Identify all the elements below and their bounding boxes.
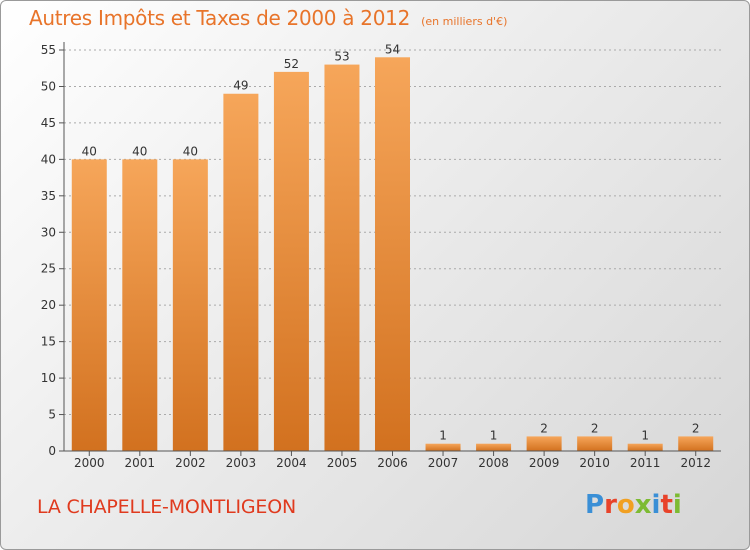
bars: 40 40 40 49 52 53 54 1 1 2 2 1 2 — [71, 42, 714, 452]
y-tick-label: 5 — [48, 408, 56, 422]
bar-2008 — [476, 443, 512, 451]
bar-2001 — [122, 159, 158, 451]
y-tick-label: 30 — [41, 225, 56, 239]
y-tick-label: 45 — [41, 116, 56, 130]
bar-2009 — [526, 436, 562, 451]
brand-letter: x — [634, 490, 652, 520]
bar-2003 — [223, 93, 259, 451]
bar-value-label: 40 — [183, 144, 198, 158]
bar-2004 — [273, 71, 309, 451]
bar-2012 — [678, 436, 714, 451]
bar-2005 — [324, 64, 360, 451]
x-tick-label: 2004 — [276, 456, 307, 470]
x-tick-label: 2011 — [630, 456, 661, 470]
y-tick-label: 40 — [41, 152, 56, 166]
x-tick-label: 2006 — [377, 456, 408, 470]
x-tick-label: 2001 — [125, 456, 156, 470]
x-tick-label: 2000 — [74, 456, 105, 470]
bar-value-label: 54 — [385, 42, 400, 56]
x-tick-label: 2010 — [579, 456, 610, 470]
bar-value-label: 2 — [692, 421, 700, 435]
brand-letter: o — [616, 490, 635, 520]
bar-value-label: 1 — [439, 429, 447, 443]
axes: 0 5 10 15 20 25 30 35 40 45 50 55 2000 2001 2002 2003 20… — [41, 42, 721, 470]
bar-2011 — [627, 443, 663, 451]
bar-value-label: 40 — [132, 144, 147, 158]
x-tick-label: 2009 — [529, 456, 560, 470]
y-tick-label: 15 — [41, 335, 56, 349]
bar-value-label: 53 — [334, 50, 349, 64]
x-tick-label: 2005 — [327, 456, 358, 470]
brand-letter: i — [651, 490, 661, 520]
brand-letter: i — [672, 490, 682, 520]
commune-name: LA CHAPELLE-MONTLIGEON — [37, 496, 296, 518]
x-tick-label: 2003 — [226, 456, 257, 470]
bar-2002 — [172, 159, 208, 451]
bar-value-label: 49 — [233, 79, 248, 93]
bar-value-label: 52 — [284, 57, 299, 71]
title-row: Autres Impôts et Taxes de 2000 à 2012 (e… — [29, 6, 507, 30]
bar-value-label: 1 — [490, 429, 498, 443]
bar-2000 — [71, 159, 107, 451]
brand-letter: t — [660, 490, 673, 520]
x-tick-label: 2002 — [175, 456, 206, 470]
y-tick-label: 50 — [41, 79, 56, 93]
y-tick-label: 25 — [41, 262, 56, 276]
x-tick-label: 2008 — [478, 456, 509, 470]
bar-value-label: 2 — [540, 421, 548, 435]
bar-value-label: 2 — [591, 421, 599, 435]
chart-title: Autres Impôts et Taxes de 2000 à 2012 — [29, 6, 410, 30]
y-tick-label: 20 — [41, 298, 56, 312]
x-tick-label: 2012 — [680, 456, 711, 470]
x-tick-label: 2007 — [428, 456, 459, 470]
chart-unit: (en milliers d'€) — [421, 15, 508, 28]
y-tick-label: 55 — [41, 43, 56, 57]
bar-2007 — [425, 443, 461, 451]
bar-value-label: 1 — [641, 429, 649, 443]
bar-value-label: 40 — [82, 144, 97, 158]
bar-2010 — [577, 436, 613, 451]
bar-2006 — [375, 57, 410, 452]
y-tick-label: 0 — [48, 444, 56, 458]
brand-logo: Proxiti — [585, 490, 682, 520]
y-tick-label: 10 — [41, 371, 56, 385]
y-tick-label: 35 — [41, 189, 56, 203]
brand-letter: P — [585, 490, 605, 520]
brand-letter: r — [604, 490, 617, 520]
